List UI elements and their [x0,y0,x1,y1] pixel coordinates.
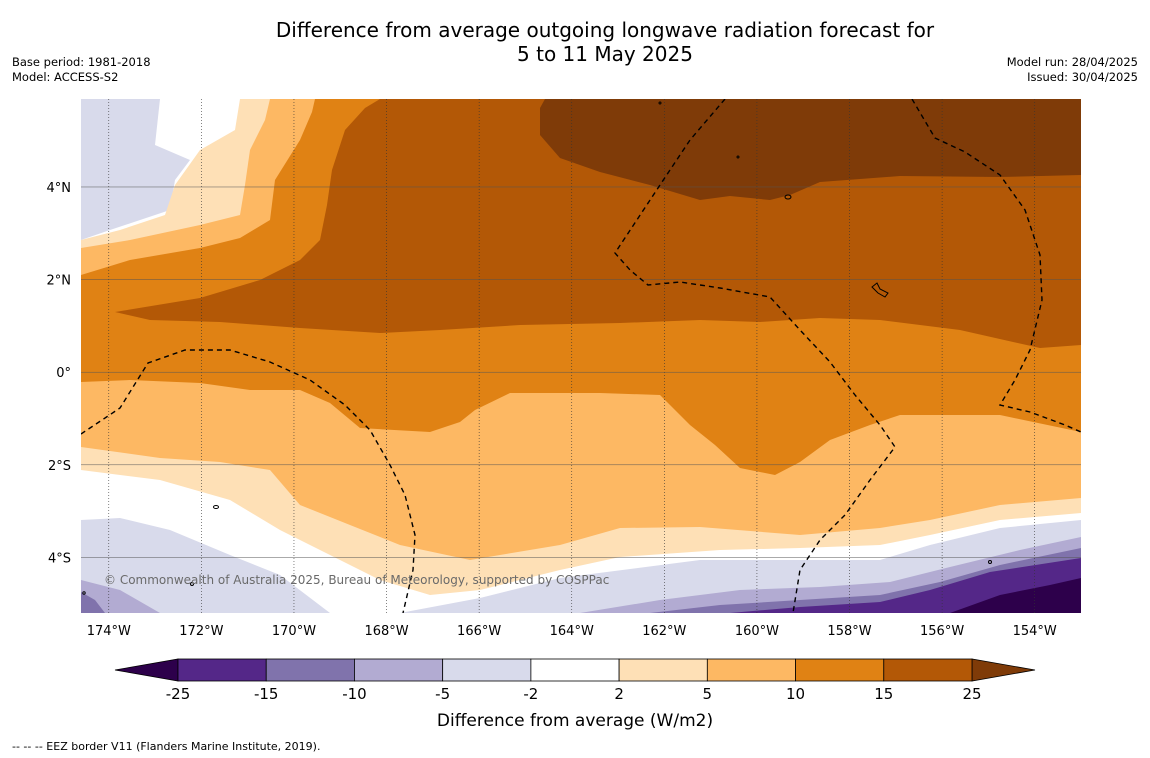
meta-right: Model run: 28/04/2025 Issued: 30/04/2025 [1007,55,1138,85]
title-line-2: 5 to 11 May 2025 [517,42,693,66]
island-outline [736,155,740,159]
model-name: Model: ACCESS-S2 [12,70,119,84]
colorbar-above-extension [971,658,1036,682]
model-run: Model run: 28/04/2025 [1006,55,1138,69]
title-line-1: Difference from average outgoing longwav… [275,18,935,42]
colorbar-bin [795,658,885,682]
colorbar-tick-label: 15 [874,685,893,703]
base-period: Base period: 1981-2018 [12,55,151,69]
anomaly-band-above-25 [540,99,1081,200]
longitude-tick-labels: 174°W 172°W 170°W 168°W 166°W 164°W 162°W 160°W… [87,624,1057,639]
longitude-tick-label: 162°W [642,624,686,639]
island-outline [784,194,792,200]
longitude-tick-label: 166°W [457,624,501,639]
latitude-tick-label: 2°S [48,459,71,474]
colorbar-label: Difference from average (W/m2) [437,711,713,731]
eez-borders [81,99,1081,613]
island-outline [988,560,992,564]
island-outline [213,505,219,509]
longitude-tick-label: 158°W [827,624,871,639]
colorbar-bin [706,658,796,682]
colorbar-tick-label: 5 [703,685,713,703]
colorbar-bin [177,658,267,682]
map-gridlines [81,99,1081,613]
longitude-tick-label: 174°W [87,624,131,639]
colorbar: -25 -15 -10 -5 -2 2 5 10 15 25 [114,658,1036,703]
latitude-tick-label: 4°N [47,181,72,196]
eez-border-west [81,349,416,613]
eez-border-central [614,99,896,613]
island-outline [871,282,889,298]
latitude-tick-label: 2°N [47,274,72,289]
island-outline [658,101,662,105]
longitude-tick-label: 156°W [920,624,964,639]
latitude-tick-labels: 4°N 2°N 0° 2°S 4°S [47,181,72,566]
island-outline [82,591,86,595]
anomaly-band-minus15-lower-left [81,592,105,613]
longitude-tick-label: 168°W [364,624,408,639]
colorbar-bin [618,658,708,682]
eez-footnote: -- -- -- EEZ border V11 (Flanders Marine… [12,740,321,753]
colorbar-bin [530,658,620,682]
colorbar-bin [883,658,973,682]
colorbar-below-extension [114,658,179,682]
map-panel [81,99,1081,613]
colorbar-tick-label: -15 [254,685,279,703]
colorbar-tick-label: -5 [435,685,450,703]
latitude-tick-label: 4°S [48,551,71,566]
meta-left: Base period: 1981-2018 Model: ACCESS-S2 [12,55,151,85]
longitude-tick-label: 154°W [1013,624,1057,639]
longitude-tick-label: 172°W [179,624,223,639]
colorbar-tick-label: 2 [614,685,624,703]
colorbar-tick-label: -10 [342,685,367,703]
colorbar-bin [265,658,355,682]
anomaly-band-upper-lavender [81,99,160,220]
longitude-tick-label: 164°W [550,624,594,639]
island-outline [190,582,194,586]
issued-date: Issued: 30/04/2025 [1027,70,1138,84]
anomaly-band-below-minus25 [950,578,1081,613]
longitude-tick-label: 170°W [272,624,316,639]
colorbar-tick-label: -2 [523,685,538,703]
colorbar-tick-label: 25 [962,685,981,703]
longitude-tick-label: 160°W [735,624,779,639]
copyright-notice: © Commonwealth of Australia 2025, Bureau… [104,573,609,587]
islands [82,101,992,595]
eez-border-east [911,99,1081,433]
colorbar-tick-label: -25 [166,685,191,703]
colorbar-bin [354,658,444,682]
colorbar-tick-label: 10 [786,685,805,703]
latitude-tick-label: 0° [56,366,71,381]
map-title: Difference from average outgoing longwav… [230,18,980,66]
colorbar-bin [442,658,532,682]
